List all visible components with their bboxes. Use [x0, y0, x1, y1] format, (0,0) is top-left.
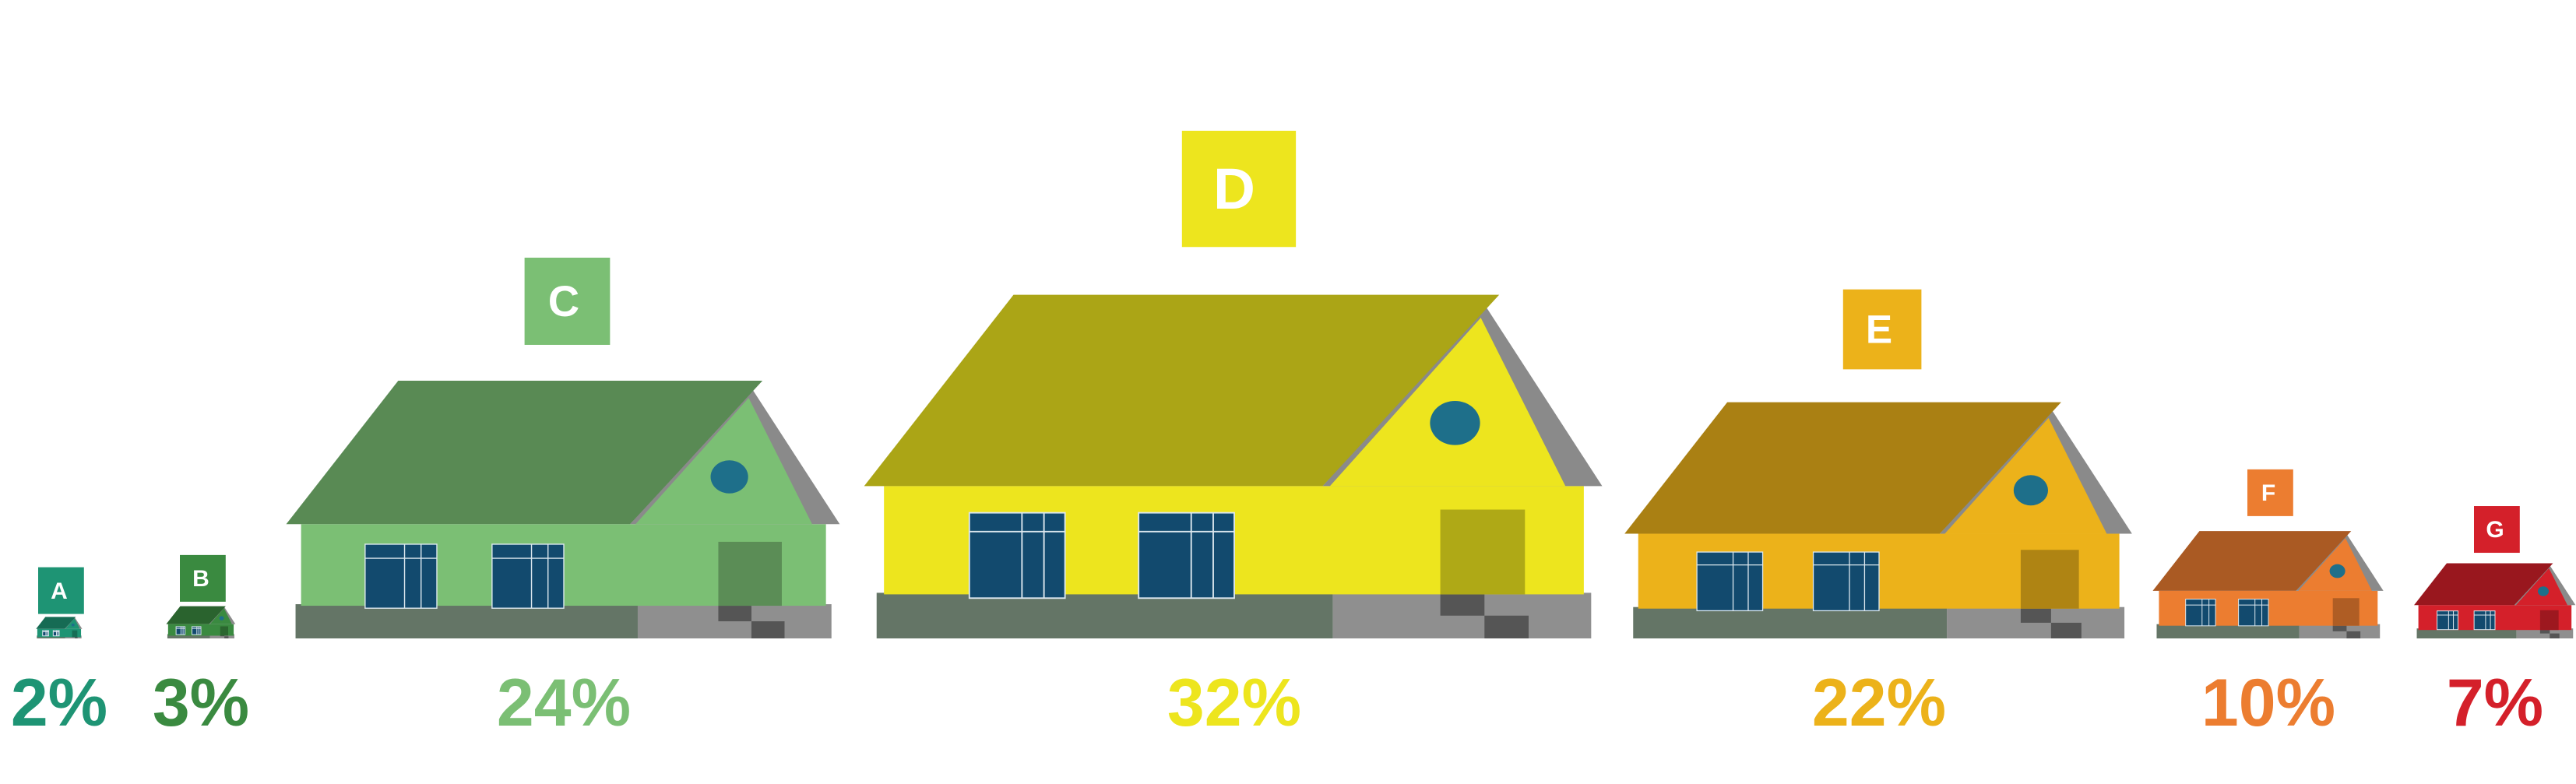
category-text: E: [1866, 307, 1892, 351]
category-label-d: D: [1181, 130, 1297, 248]
category-box: [2247, 469, 2293, 516]
value-label-d: 32%: [1167, 666, 1301, 740]
category-text: G: [2486, 517, 2504, 543]
value-label-a: 2%: [11, 666, 107, 740]
category-text: D: [1213, 156, 1255, 221]
house-d-icon: [864, 294, 1603, 638]
category-box: [2474, 506, 2520, 554]
category-box: [180, 554, 226, 602]
value-label-b: 3%: [153, 666, 249, 740]
value-label-g: 7%: [2447, 666, 2543, 740]
value-label-c: 24%: [497, 666, 631, 740]
house-g-icon: [2414, 563, 2576, 638]
category-box: [1842, 289, 1922, 370]
house-e-icon: [1624, 402, 2132, 638]
category-text: B: [192, 566, 209, 592]
category-box: [524, 257, 611, 345]
category-text: C: [548, 276, 579, 325]
category-text: A: [51, 578, 68, 604]
house-b-icon: [166, 606, 236, 638]
category-label-g: G: [2474, 506, 2520, 554]
category-label-a: A: [38, 567, 84, 614]
house-a-icon: [36, 617, 83, 638]
value-label-f: 10%: [2201, 666, 2335, 740]
category-label-e: E: [1842, 289, 1922, 370]
category-label-b: B: [180, 554, 226, 602]
value-label-e: 22%: [1812, 666, 1946, 740]
category-box: [38, 567, 84, 614]
category-label-c: C: [524, 257, 611, 345]
category-box: [1181, 130, 1297, 248]
house-f-icon: [2152, 531, 2384, 638]
house-c-icon: [286, 381, 840, 638]
category-text: F: [2261, 480, 2275, 506]
category-label-f: F: [2247, 469, 2293, 516]
